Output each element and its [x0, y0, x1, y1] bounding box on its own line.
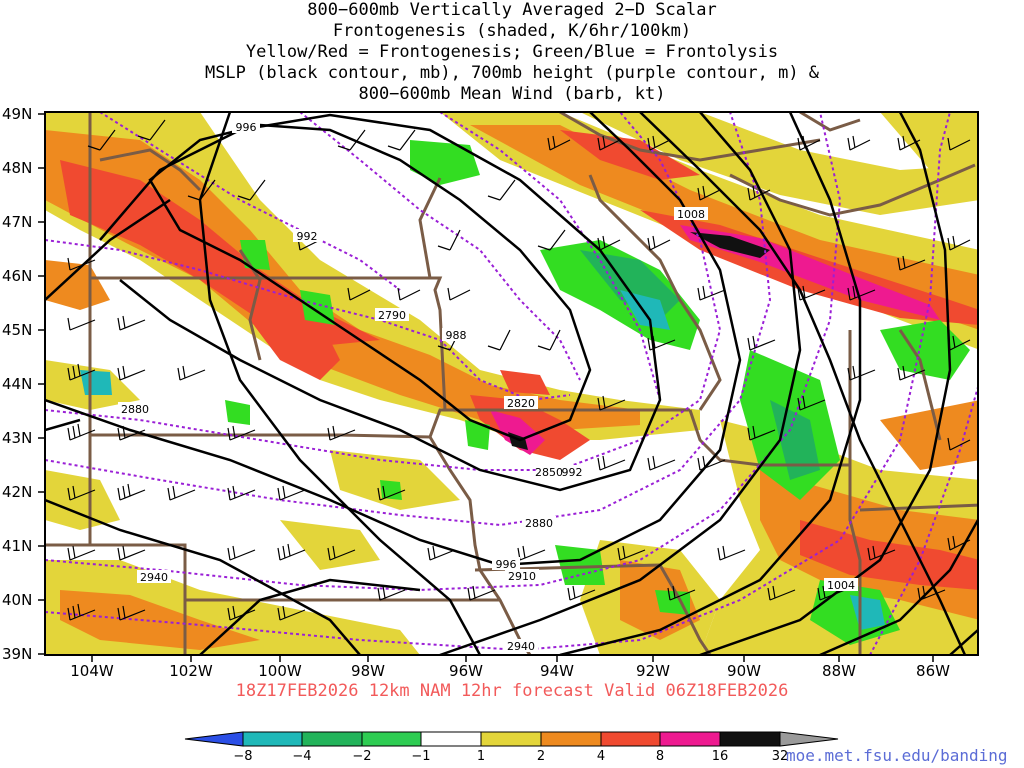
colorbar-swatch [540, 731, 602, 747]
height-label: 2940 [504, 639, 538, 653]
lat-label: 45N [2, 321, 32, 339]
colorbar-label: 4 [597, 749, 605, 764]
source-credit[interactable]: moe.met.fsu.edu/banding [786, 746, 1008, 765]
svg-text:1004: 1004 [827, 579, 855, 592]
colorbar-swatch [719, 731, 781, 747]
lon-label: 96W [449, 662, 483, 680]
mslp-label: 992 [558, 465, 586, 479]
lon-label: 100W [258, 662, 302, 680]
colorbar-label: 1 [477, 749, 485, 764]
lat-label: 48N [2, 159, 32, 177]
lat-label: 41N [2, 537, 32, 555]
lon-label: 104W [70, 662, 114, 680]
svg-text:988: 988 [446, 329, 467, 342]
colorbar-swatch [420, 731, 482, 747]
colorbar-label: −4 [292, 749, 311, 764]
svg-text:1008: 1008 [677, 208, 705, 221]
colorbar-swatch [242, 731, 303, 747]
mslp-label: 996 [232, 120, 260, 134]
colorbar-label: −8 [233, 749, 252, 764]
lat-label: 42N [2, 483, 32, 501]
height-label: 2880 [118, 402, 152, 416]
svg-text:2880: 2880 [121, 403, 149, 416]
lat-label: 47N [2, 213, 32, 231]
colorbar-swatch [600, 731, 661, 747]
svg-text:992: 992 [562, 466, 583, 479]
lat-label: 49N [2, 105, 32, 123]
lat-label: 44N [2, 375, 32, 393]
svg-text:2820: 2820 [507, 397, 535, 410]
lon-label: 88W [822, 662, 856, 680]
mslp-label: 992 [293, 229, 321, 243]
lat-label: 43N [2, 429, 32, 447]
height-label: 2790 [375, 308, 409, 322]
lon-label: 98W [351, 662, 385, 680]
lon-label: 90W [727, 662, 761, 680]
height-label: 2910 [505, 569, 539, 583]
colorbar: −8 −4 −2 −1 1 2 4 8 16 32 [184, 731, 839, 764]
lon-label: 94W [540, 662, 574, 680]
wind-barbs [67, 119, 971, 621]
svg-text:2940: 2940 [140, 571, 168, 584]
mslp-label: 988 [442, 328, 470, 342]
svg-text:2850: 2850 [535, 466, 563, 479]
colorbar-label: −1 [411, 749, 430, 764]
mslp-label: 1004 [824, 578, 858, 592]
svg-text:2880: 2880 [525, 517, 553, 530]
colorbar-label: 32 [772, 749, 789, 764]
colorbar-label: 8 [656, 749, 664, 764]
height-label: 2940 [137, 570, 171, 584]
lat-label: 39N [2, 645, 32, 663]
chart-title: 800−600mb Vertically Averaged 2−D Scalar… [0, 0, 1024, 105]
lon-label: 102W [169, 662, 213, 680]
mslp-label: 996 [492, 557, 520, 571]
lat-label: 40N [2, 591, 32, 609]
colorbar-label: 16 [712, 749, 729, 764]
colorbar-swatch [659, 731, 721, 747]
colorbar-swatch [361, 731, 422, 747]
title-line-1: 800−600mb Vertically Averaged 2−D Scalar [307, 0, 717, 20]
svg-text:996: 996 [236, 121, 257, 134]
lon-label: 86W [916, 662, 950, 680]
colorbar-swatch [779, 731, 839, 747]
title-line-5: 800−600mb Mean Wind (barb, kt) [358, 84, 666, 104]
height-label: 2820 [504, 396, 538, 410]
svg-text:2940: 2940 [507, 640, 535, 653]
svg-text:2790: 2790 [378, 309, 406, 322]
lon-label: 92W [636, 662, 670, 680]
height-label: 2850 [535, 465, 563, 479]
colorbar-label: 2 [537, 749, 545, 764]
colorbar-label: −2 [352, 749, 371, 764]
state-borders [45, 112, 978, 655]
lat-label: 46N [2, 267, 32, 285]
map-plot-area: 996 992 988 992 996 1004 [45, 112, 978, 655]
longitude-axis: 104W 102W 100W 98W 96W 94W 92W 90W 88W 8… [70, 655, 950, 680]
svg-text:996: 996 [496, 558, 517, 571]
mslp-label: 1008 [674, 207, 708, 221]
svg-text:2910: 2910 [508, 570, 536, 583]
svg-text:992: 992 [297, 230, 318, 243]
title-line-3: Yellow/Red = Frontogenesis; Green/Blue =… [245, 42, 779, 62]
colorbar-swatch [184, 731, 244, 747]
colorbar-swatch [480, 731, 542, 747]
title-line-2: Frontogenesis (shaded, K/6hr/100km) [332, 21, 692, 41]
forecast-valid-time: 18Z17FEB2026 12km NAM 12hr forecast Vali… [235, 681, 789, 701]
colorbar-swatch [301, 731, 363, 747]
height-label: 2880 [522, 516, 556, 530]
latitude-axis: 49N 48N 47N 46N 45N 44N 43N 42N 41N 40N … [2, 105, 45, 663]
contour-labels: 996 992 988 992 996 1004 [118, 120, 858, 653]
title-line-4: MSLP (black contour, mb), 700mb height (… [204, 63, 820, 83]
